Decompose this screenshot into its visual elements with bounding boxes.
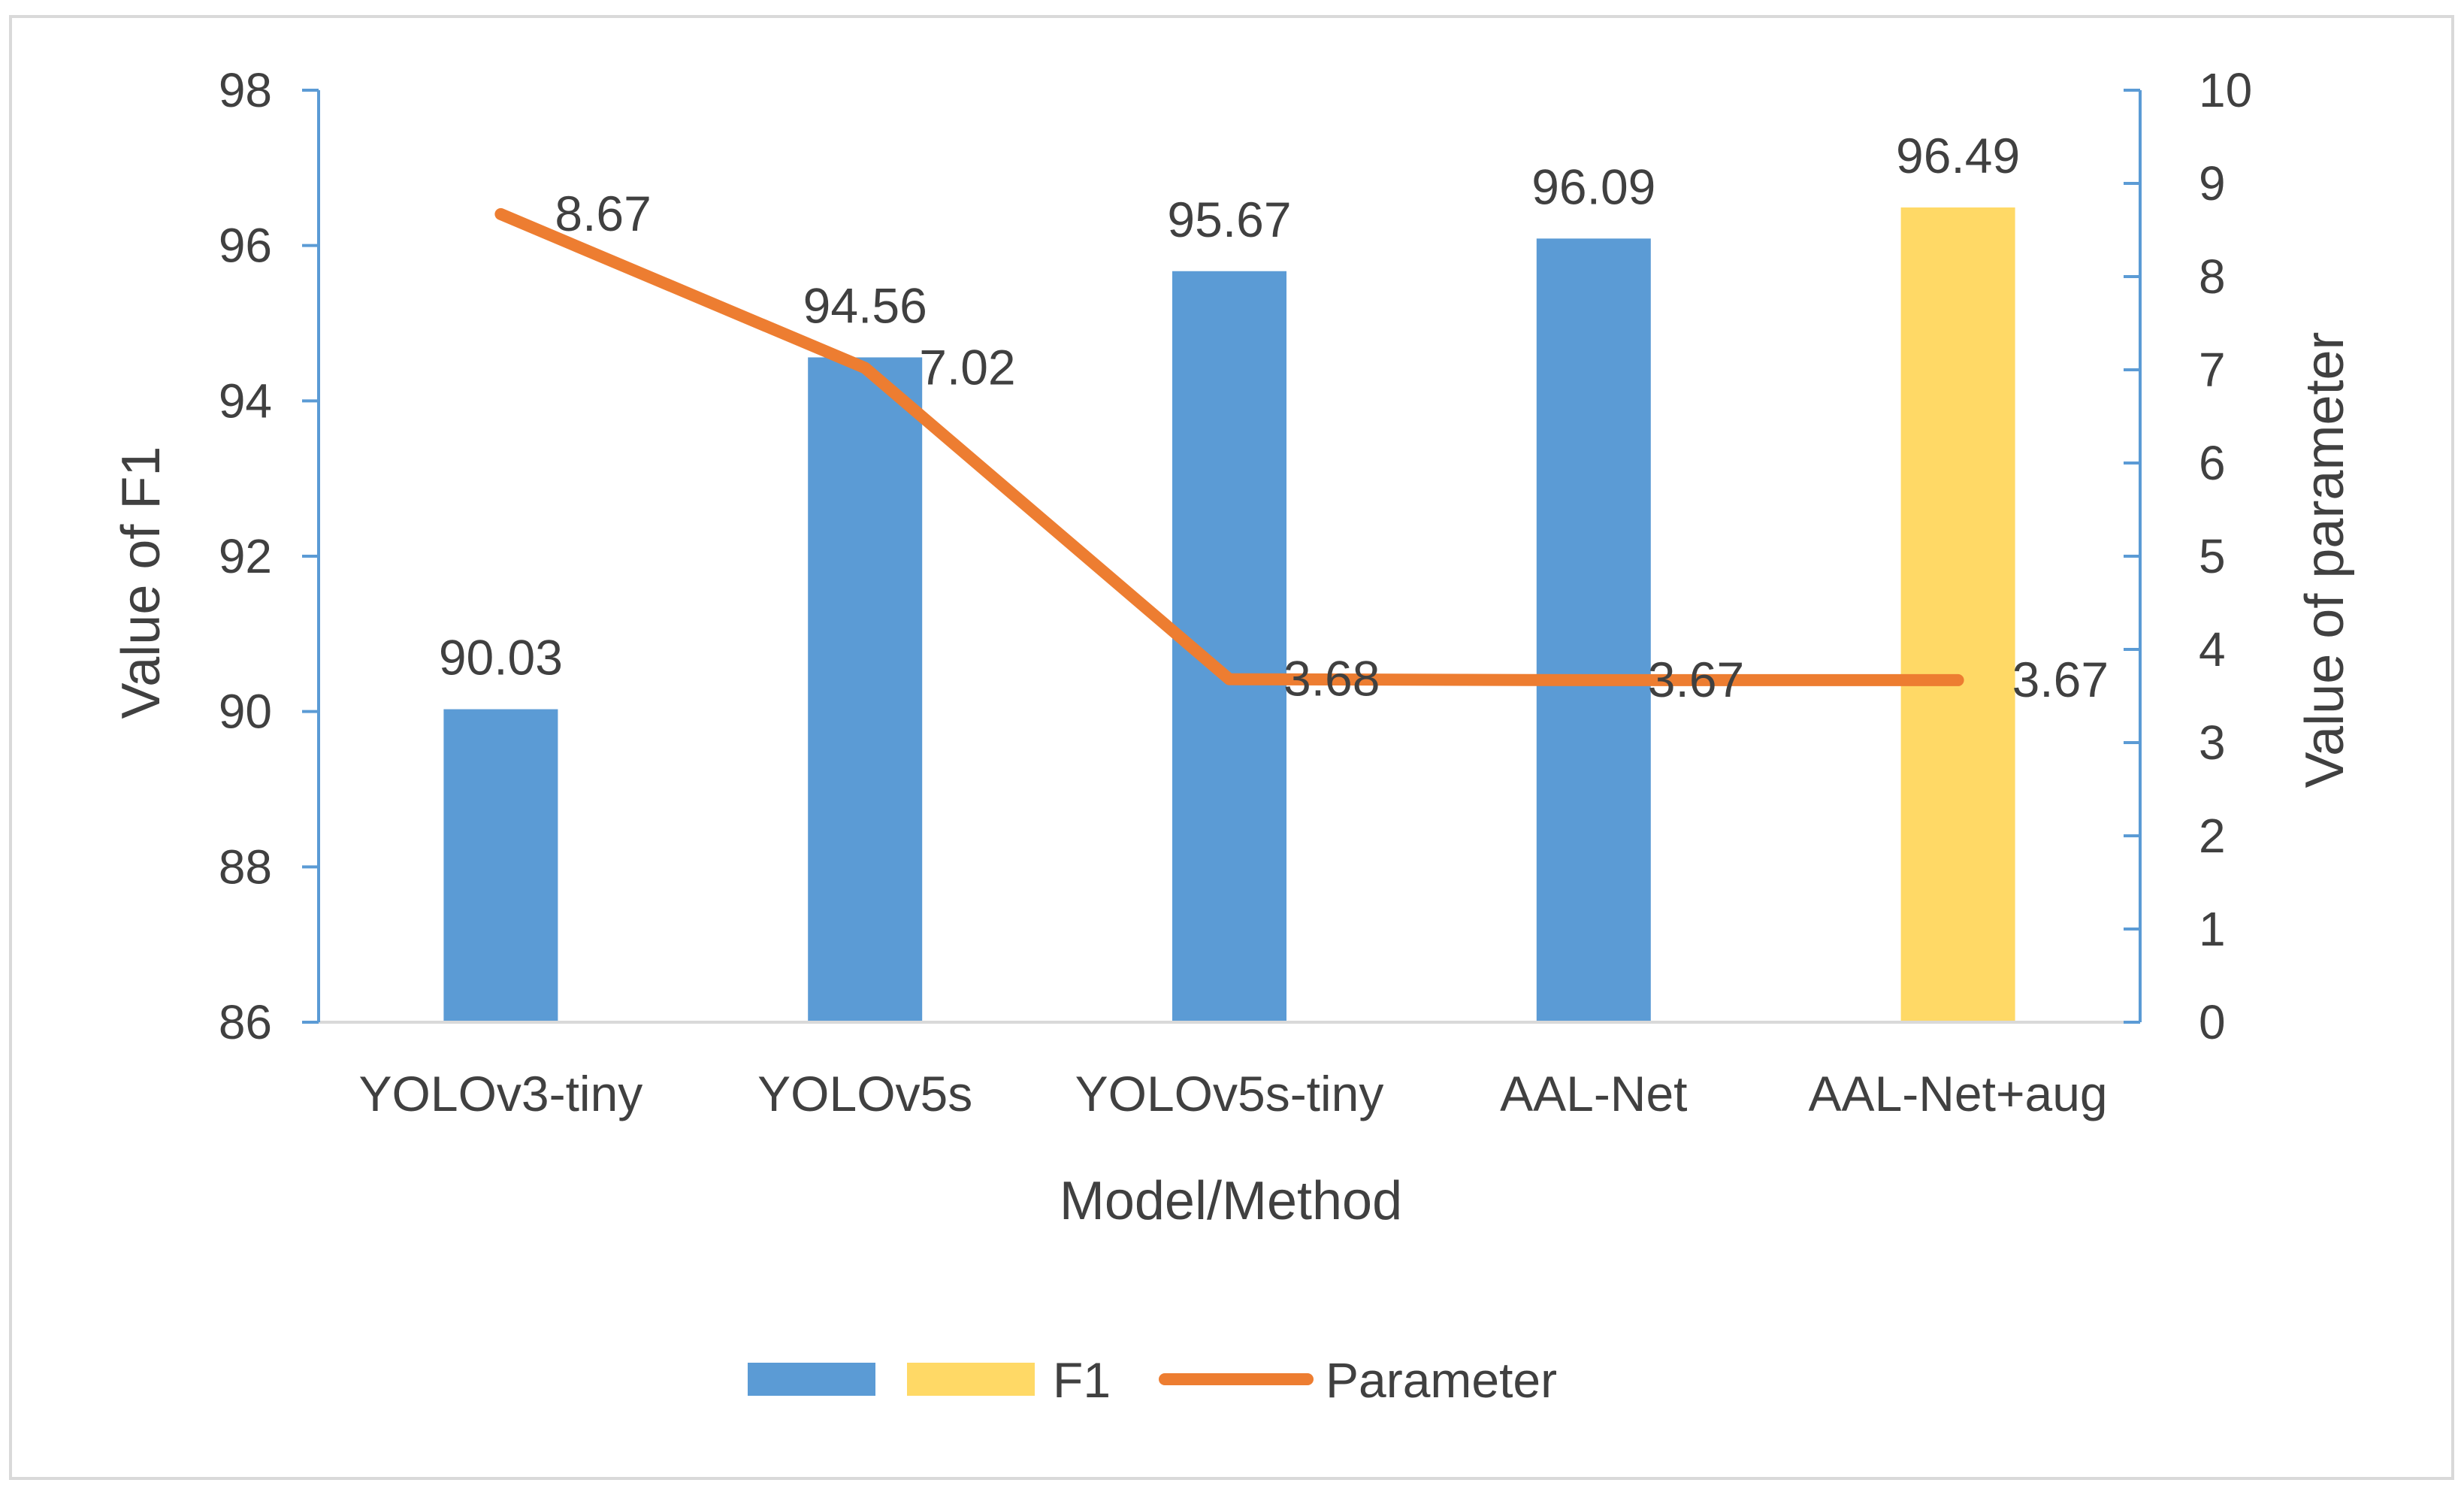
line-value-label: 8.67 — [555, 186, 651, 241]
parameter-point — [500, 213, 502, 215]
bar-value-label: 96.49 — [1896, 128, 2020, 183]
legend-label: Parameter — [1326, 1352, 1557, 1408]
bar-value-label: 96.09 — [1531, 159, 1655, 214]
line-value-label: 7.02 — [919, 340, 1015, 395]
line-value-label: 3.67 — [2012, 652, 2109, 707]
legend-swatch — [748, 1363, 875, 1396]
axes: 86 88 90 92 94 96 98 0 1 2 3 4 5 6 7 8 9 10 YOLOv3-tiny YOL… — [219, 63, 2252, 1121]
x-axis-title: Model/Method — [1060, 1171, 1402, 1231]
bar — [1536, 238, 1651, 1022]
y-tick-label: 90 — [219, 685, 272, 739]
bar-value-label: 94.56 — [803, 277, 927, 333]
data-labels: 90.03 94.56 95.67 96.09 96.49 8.67 7.02 3.68 3.6… — [439, 128, 2109, 707]
line-value-label: 3.67 — [1648, 652, 1744, 707]
parameter-point — [1592, 679, 1595, 681]
bar-value-label: 90.03 — [439, 630, 563, 685]
bar — [1900, 207, 2015, 1022]
y2-tick-label: 9 — [2199, 156, 2226, 210]
parameter-point — [1957, 679, 1959, 681]
bar-series — [443, 207, 2015, 1022]
x-tick-label: YOLOv5s-tiny — [1075, 1066, 1384, 1121]
y-tick-label: 94 — [219, 374, 272, 428]
x-tick-label: AAL-Net — [1500, 1066, 1687, 1121]
line-series — [494, 207, 1964, 686]
line-value-label: 3.68 — [1283, 651, 1380, 707]
y2-tick-label: 7 — [2199, 343, 2226, 397]
bar — [443, 709, 558, 1022]
y-tick-label: 98 — [219, 63, 272, 117]
y2-axis-title: Value of parameter — [2295, 331, 2355, 788]
y2-tick-label: 1 — [2199, 902, 2226, 956]
y-tick-label: 96 — [219, 219, 272, 273]
y2-tick-label: 3 — [2199, 716, 2226, 770]
bar-value-label: 95.67 — [1167, 192, 1291, 247]
y-tick-label: 86 — [219, 995, 272, 1049]
y2-tick-label: 0 — [2199, 995, 2226, 1049]
legend-label: F1 — [1053, 1352, 1111, 1408]
parameter-point — [1229, 678, 1230, 680]
y-tick-label: 88 — [219, 840, 272, 894]
bar — [808, 357, 923, 1022]
y-axis-title: Value of F1 — [111, 446, 171, 719]
y2-tick-label: 2 — [2199, 809, 2226, 863]
x-tick-label: AAL-Net+aug — [1809, 1066, 2108, 1121]
x-tick-label: YOLOv3-tiny — [359, 1066, 643, 1121]
y-tick-label: 92 — [219, 529, 272, 583]
y2-tick-label: 8 — [2199, 250, 2226, 304]
y2-tick-label: 6 — [2199, 436, 2226, 490]
y2-tick-label: 4 — [2199, 622, 2226, 676]
y2-tick-label: 5 — [2199, 529, 2226, 583]
legend: F1 Parameter — [748, 1352, 1557, 1408]
legend-swatch — [907, 1363, 1035, 1396]
parameter-point — [864, 367, 866, 369]
y2-tick-label: 10 — [2199, 63, 2252, 117]
x-tick-label: YOLOv5s — [757, 1066, 972, 1121]
